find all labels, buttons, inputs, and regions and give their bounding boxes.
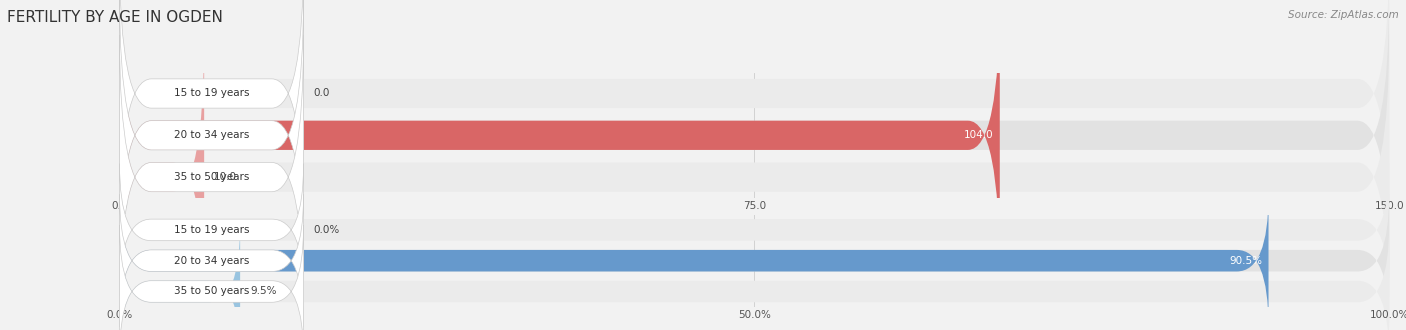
FancyBboxPatch shape xyxy=(120,0,304,278)
Text: 90.5%: 90.5% xyxy=(1229,256,1263,266)
Text: 15 to 19 years: 15 to 19 years xyxy=(174,225,249,235)
Text: 35 to 50 years: 35 to 50 years xyxy=(174,286,249,296)
FancyBboxPatch shape xyxy=(120,164,304,296)
Text: 0.0: 0.0 xyxy=(314,88,330,98)
Text: 20 to 34 years: 20 to 34 years xyxy=(174,256,249,266)
FancyBboxPatch shape xyxy=(120,0,1389,236)
Text: 10.0: 10.0 xyxy=(214,172,238,182)
FancyBboxPatch shape xyxy=(120,194,1268,327)
Text: 15 to 19 years: 15 to 19 years xyxy=(174,88,249,98)
Text: 0.0%: 0.0% xyxy=(314,225,340,235)
Text: FERTILITY BY AGE IN OGDEN: FERTILITY BY AGE IN OGDEN xyxy=(7,10,224,25)
FancyBboxPatch shape xyxy=(120,225,1389,330)
FancyBboxPatch shape xyxy=(120,35,304,319)
FancyBboxPatch shape xyxy=(120,35,1389,319)
FancyBboxPatch shape xyxy=(120,194,1389,327)
FancyBboxPatch shape xyxy=(120,194,304,327)
FancyBboxPatch shape xyxy=(120,0,1000,278)
FancyBboxPatch shape xyxy=(120,0,1389,278)
FancyBboxPatch shape xyxy=(120,225,304,330)
FancyBboxPatch shape xyxy=(120,164,1389,296)
FancyBboxPatch shape xyxy=(120,35,204,319)
Text: 20 to 34 years: 20 to 34 years xyxy=(174,130,249,140)
FancyBboxPatch shape xyxy=(120,225,240,330)
Text: Source: ZipAtlas.com: Source: ZipAtlas.com xyxy=(1288,10,1399,20)
Text: 35 to 50 years: 35 to 50 years xyxy=(174,172,249,182)
FancyBboxPatch shape xyxy=(120,0,304,236)
Text: 9.5%: 9.5% xyxy=(250,286,277,296)
Text: 104.0: 104.0 xyxy=(963,130,994,140)
